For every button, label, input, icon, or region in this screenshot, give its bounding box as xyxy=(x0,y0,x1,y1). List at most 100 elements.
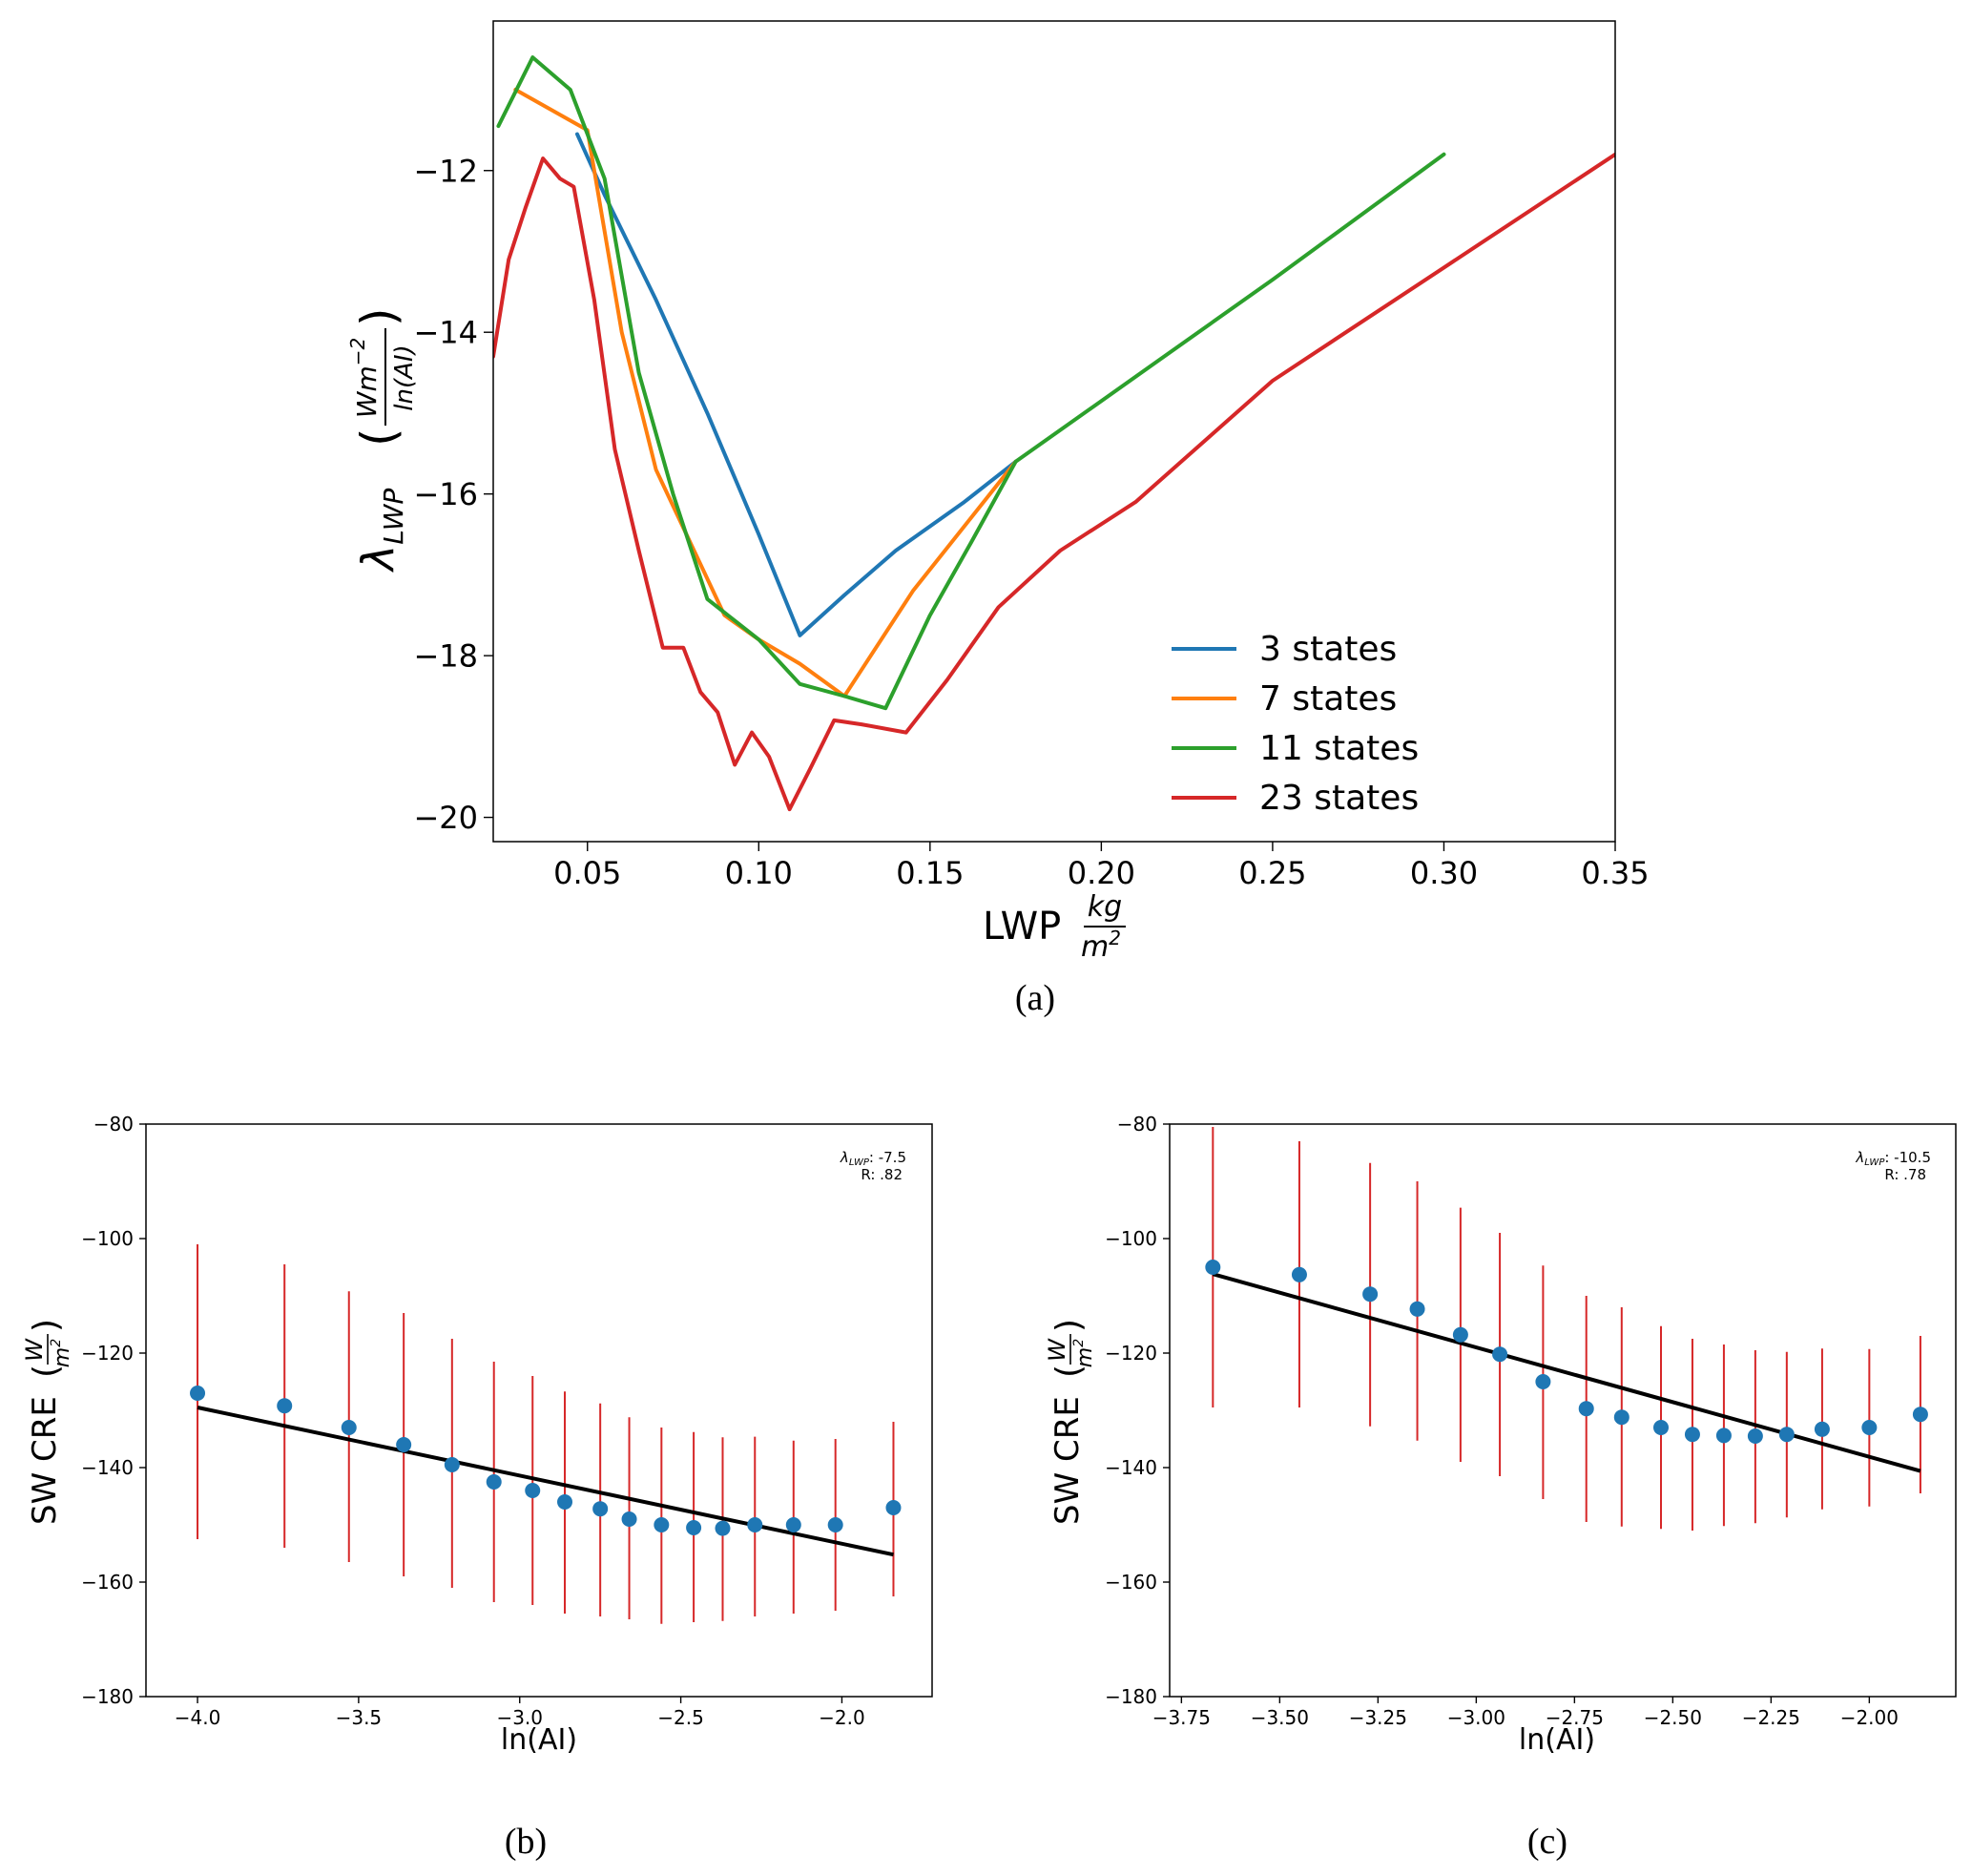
panel-b-annotation-subscript: LWP xyxy=(849,1157,870,1168)
panel-b-data-point xyxy=(396,1437,412,1452)
series-line-23-states xyxy=(493,152,1615,812)
panel-c-x-tick-label: −2.00 xyxy=(1840,1706,1899,1729)
panel-b-y-tick-label: −100 xyxy=(81,1227,134,1250)
panel-c-data-point xyxy=(1613,1409,1629,1426)
panel-c-annotation-symbol: λ xyxy=(1855,1149,1864,1166)
panel-c-x-tick-label: −2.25 xyxy=(1742,1706,1800,1729)
panel-c-x-tick-label: −3.75 xyxy=(1152,1706,1211,1729)
panel-a-plot-frame xyxy=(492,20,1616,843)
panel-b-ylabel-close-paren: ) xyxy=(27,1319,66,1332)
panel-b-data-point xyxy=(654,1517,670,1532)
panel-c-annotation-r: R: .78 xyxy=(1884,1166,1926,1183)
series-line-7-states xyxy=(513,88,1018,698)
panel-b-annotation-value: : -7.5 xyxy=(869,1149,906,1166)
panel-c-y-tick-label: −80 xyxy=(1117,1113,1157,1136)
panel-c-y-tick-label: −120 xyxy=(1105,1342,1157,1365)
panel-c-data-point xyxy=(1912,1407,1928,1423)
panel-b-data-point xyxy=(621,1511,637,1527)
panel-b-plot-frame xyxy=(145,1123,933,1698)
panel-c-y-tick-label: −160 xyxy=(1105,1571,1157,1594)
panel-b-fit-line xyxy=(197,1406,894,1557)
panel-b-x-tick-label: −4.0 xyxy=(175,1706,221,1729)
panel-b-annotation: λLWP: -7.5 R: .82 xyxy=(840,1149,906,1183)
panel-b-plot-content xyxy=(190,1244,902,1624)
panel-a-ylabel-open-paren: ( xyxy=(351,427,406,447)
panel-a-x-tick-label: 0.20 xyxy=(1068,855,1135,891)
panel-b-ylabel-unit-den: m xyxy=(51,1347,74,1367)
svg-text:λLWP: -10.5: λLWP: -10.5 xyxy=(1855,1149,1931,1168)
panel-c-x-tick-label: −2.75 xyxy=(1546,1706,1604,1729)
panel-a-y-tick-label: −18 xyxy=(413,638,478,675)
panel-a-xlabel-unit-den: m xyxy=(1081,930,1109,964)
panel-c-y-tick-label: −180 xyxy=(1105,1685,1157,1708)
panel-c-data-point xyxy=(1715,1428,1732,1444)
panel-c-data-point xyxy=(1747,1428,1763,1444)
series-line-11-states xyxy=(496,55,1446,711)
panel-b-data-point xyxy=(557,1494,573,1510)
panel-a-ylabel-close-paren: ) xyxy=(351,307,406,326)
panel-a-x-tick-label: 0.35 xyxy=(1581,855,1649,891)
panel-c-plot-frame xyxy=(1169,1123,1957,1698)
panel-b-data-point xyxy=(277,1398,293,1414)
svg-text:Wm−2: Wm−2 xyxy=(346,338,383,418)
panel-c-fit-line xyxy=(1212,1272,1921,1473)
legend-label: 11 states xyxy=(1259,729,1419,768)
panel-c-annotation-subscript: LWP xyxy=(1864,1157,1885,1168)
panel-b-x-tick-label: −3.5 xyxy=(336,1706,383,1729)
panel-a-y-axis-label: λLWP ( Wm−2 ln(AI) ) xyxy=(346,307,419,573)
panel-b-annotation-r: R: .82 xyxy=(861,1166,903,1183)
panel-c-data-point xyxy=(1291,1266,1307,1282)
panel-b-data-point xyxy=(190,1386,206,1401)
panel-b-data-point xyxy=(885,1500,902,1515)
panel-b-x-tick-label: −2.5 xyxy=(657,1706,704,1729)
panel-b-x-tick-label: −3.0 xyxy=(496,1706,543,1729)
panel-c-ticks xyxy=(1163,1123,1871,1703)
panel-a-x-tick-label: 0.10 xyxy=(725,855,793,891)
panel-a-caption: (a) xyxy=(1015,978,1055,1018)
panel-c-ylabel-close-paren: ) xyxy=(1049,1319,1089,1332)
panel-b-annotation-symbol: λ xyxy=(840,1149,849,1166)
panel-a-series-group xyxy=(493,55,1615,812)
panel-a-ticks xyxy=(484,170,1616,851)
panel-a-line-chart: 0.05 0.10 0.15 0.20 0.25 0.30 0.35 −20 −18 −16 −14… xyxy=(346,20,1650,1018)
panel-c-ylabel-text: SW CRE xyxy=(1048,1396,1087,1525)
panel-b-ylabel-open-paren: ( xyxy=(27,1365,66,1378)
panel-a-y-tick-label: −12 xyxy=(413,153,478,189)
panel-b-y-tick-label: −160 xyxy=(81,1571,134,1594)
panel-c-data-point xyxy=(1205,1260,1221,1275)
panel-b-data-point xyxy=(747,1517,763,1532)
panel-c-tick-labels: −3.75 −3.50 −3.25 −3.00 −2.75 −2.50 −2.25 −2.00… xyxy=(1105,1113,1899,1729)
panel-b-data-point xyxy=(486,1474,502,1490)
panel-c-scatter-chart: −3.75 −3.50 −3.25 −3.00 −2.75 −2.50 −2.25 −2.00… xyxy=(1044,1113,1957,1862)
panel-c-x-tick-label: −3.00 xyxy=(1447,1706,1505,1729)
panel-b-y-tick-label: −140 xyxy=(81,1456,134,1479)
panel-a-x-tick-label: 0.05 xyxy=(553,855,621,891)
panel-c-ylabel-unit-num: W xyxy=(1044,1338,1070,1362)
panel-b-y-tick-label: −180 xyxy=(81,1685,134,1708)
panel-a-ylabel-unit-exp: −2 xyxy=(346,338,369,365)
panel-a-ylabel-unit-den: ln(AI) xyxy=(390,344,419,410)
panel-b-data-point xyxy=(592,1501,609,1517)
panel-a-legend: 3 states 7 states 11 states 23 states xyxy=(1172,630,1419,818)
panel-b-ylabel-unit-num: W xyxy=(21,1338,48,1362)
panel-a-x-tick-label: 0.25 xyxy=(1238,855,1306,891)
panel-c-x-tick-label: −3.25 xyxy=(1349,1706,1407,1729)
legend-label: 23 states xyxy=(1259,779,1419,818)
panel-a-xlabel-text: LWP xyxy=(983,905,1061,948)
svg-text:m2: m2 xyxy=(1071,1339,1097,1367)
panel-a-x-axis-label: LWP kg m2 xyxy=(983,890,1126,964)
panel-b-ticks xyxy=(139,1123,843,1703)
panel-b-caption: (b) xyxy=(505,1822,547,1862)
panel-b-y-tick-label: −120 xyxy=(81,1342,134,1365)
panel-a-y-tick-label: −16 xyxy=(413,476,478,512)
panel-c-plot-content xyxy=(1205,1127,1928,1531)
panel-a-ylabel-unit-num: Wm xyxy=(351,365,383,418)
svg-text:m2: m2 xyxy=(1081,927,1121,964)
panel-c-data-point xyxy=(1778,1427,1795,1443)
panel-c-data-point xyxy=(1653,1420,1669,1435)
series-line-3-states xyxy=(575,132,1018,637)
panel-c-x-tick-label: −2.50 xyxy=(1644,1706,1702,1729)
panel-a-x-tick-label: 0.15 xyxy=(896,855,964,891)
panel-b-data-point xyxy=(341,1420,357,1435)
